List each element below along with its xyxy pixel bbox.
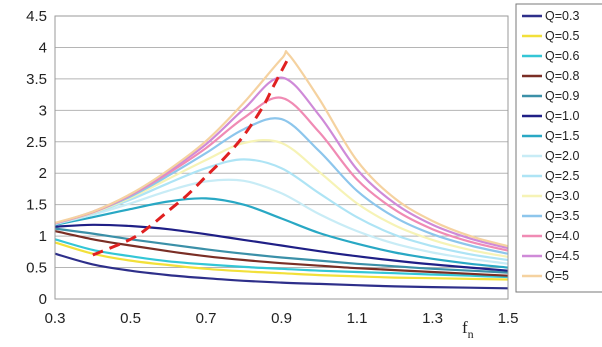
legend-label: Q=1.0 <box>545 109 579 123</box>
legend-label: Q=3.0 <box>545 189 579 203</box>
legend-label: Q=4.0 <box>545 229 579 243</box>
y-tick-label: 2 <box>39 165 47 182</box>
legend-label: Q=2.5 <box>545 169 579 183</box>
series-line <box>54 158 509 262</box>
y-tick-labels: 0 0.5 1 1.5 2 2.5 3 3.5 4 4.5 <box>26 8 47 308</box>
peak-curve-layer <box>92 56 291 257</box>
series-line <box>54 117 509 255</box>
y-tick-label: 1 <box>39 228 47 245</box>
series-line <box>54 223 509 272</box>
series-line <box>54 230 509 277</box>
series-line <box>54 178 509 265</box>
legend-label: Q=0.5 <box>545 29 579 43</box>
legend: Q=0.3 Q=0.5 Q=0.6 Q=0.8 Q=0.9 Q=1.0 Q=1.5 Q=2.0… <box>515 3 602 293</box>
x-tick-labels: 0.3 0.5 0.7 0.9 1.1 1.3 1.5 <box>45 310 519 327</box>
legend-box <box>515 3 602 293</box>
x-axis-label: fn <box>462 318 474 341</box>
x-tick-label: 1.3 <box>422 310 443 327</box>
x-tick-label: 0.7 <box>196 310 217 327</box>
x-tick-label: 0.9 <box>271 310 292 327</box>
x-tick-label: 1.5 <box>498 310 519 327</box>
series-layer <box>54 50 509 290</box>
series-line <box>54 241 509 281</box>
x-tick-label: 1.1 <box>347 310 368 327</box>
series-line <box>54 252 509 290</box>
y-tick-label: 2.5 <box>26 134 47 151</box>
y-tick-label: 0.5 <box>26 260 47 277</box>
legend-label: Q=1.5 <box>545 129 579 143</box>
y-tick-label: 4.5 <box>26 8 47 25</box>
x-tick-label: 0.5 <box>120 310 141 327</box>
legend-label: Q=2.0 <box>545 149 579 163</box>
series-line <box>54 76 509 250</box>
y-tick-label: 1.5 <box>26 197 47 214</box>
legend-label: Q=3.5 <box>545 209 579 223</box>
legend-label: Q=4.5 <box>545 249 579 263</box>
y-tick-label: 3 <box>39 102 47 119</box>
series-line <box>54 197 509 269</box>
y-tick-label: 3.5 <box>26 71 47 88</box>
axes <box>54 15 509 300</box>
series-line <box>54 238 509 279</box>
y-tick-label: 4 <box>39 39 47 56</box>
x-tick-label: 0.3 <box>45 310 66 327</box>
legend-label: Q=0.3 <box>545 9 579 23</box>
legend-label: Q=5 <box>545 269 569 283</box>
series-line <box>54 50 509 248</box>
y-tick-label: 0 <box>39 291 47 308</box>
legend-label: Q=0.6 <box>545 49 579 63</box>
peak-curve <box>92 56 291 257</box>
plot-frame <box>54 15 509 300</box>
legend-label: Q=0.8 <box>545 69 579 83</box>
legend-label: Q=0.9 <box>545 89 579 103</box>
